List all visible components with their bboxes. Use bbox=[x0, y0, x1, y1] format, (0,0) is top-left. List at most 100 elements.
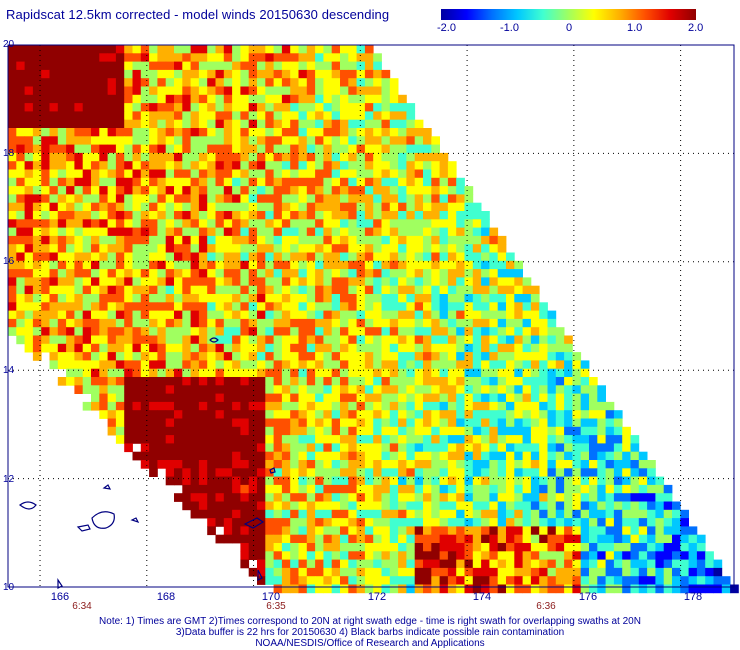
wind-cell bbox=[323, 493, 333, 502]
wind-cell bbox=[115, 410, 125, 419]
wind-cell bbox=[340, 277, 349, 287]
wind-cell bbox=[522, 418, 532, 428]
wind-cell bbox=[41, 45, 50, 54]
wind-cell bbox=[257, 186, 266, 195]
wind-cell bbox=[265, 310, 274, 320]
wind-cell bbox=[381, 285, 391, 295]
wind-cell bbox=[398, 476, 407, 486]
wind-cell bbox=[506, 410, 515, 419]
wind-cell bbox=[547, 518, 557, 527]
wind-cell bbox=[331, 352, 341, 361]
wind-cell bbox=[340, 69, 349, 79]
wind-cell bbox=[414, 186, 424, 195]
wind-cell bbox=[481, 435, 490, 444]
wind-cell bbox=[174, 69, 183, 79]
wind-cell bbox=[124, 285, 133, 295]
wind-cell bbox=[647, 509, 656, 519]
wind-cell bbox=[331, 177, 341, 187]
wind-cell bbox=[257, 94, 266, 104]
wind-cell bbox=[281, 285, 291, 295]
wind-cell bbox=[57, 45, 67, 54]
wind-cell bbox=[157, 435, 167, 444]
wind-cell bbox=[257, 136, 266, 145]
wind-cell bbox=[306, 144, 316, 154]
wind-cell bbox=[331, 202, 341, 212]
wind-cell bbox=[290, 260, 299, 270]
wind-cell bbox=[331, 484, 341, 494]
wind-cell bbox=[306, 451, 316, 461]
wind-cell bbox=[174, 211, 183, 220]
wind-cell bbox=[8, 260, 17, 270]
wind-cell bbox=[306, 211, 316, 220]
wind-cell bbox=[340, 310, 349, 320]
wind-cell bbox=[323, 335, 333, 345]
wind-cell bbox=[198, 103, 208, 112]
wind-cell bbox=[522, 277, 532, 287]
wind-cell bbox=[464, 567, 474, 577]
wind-cell bbox=[398, 401, 407, 411]
wind-cell bbox=[622, 534, 631, 544]
wind-cell bbox=[472, 318, 482, 328]
wind-cell bbox=[672, 526, 681, 536]
wind-cell bbox=[613, 493, 623, 502]
wind-cell bbox=[149, 269, 158, 278]
wind-cell bbox=[348, 385, 357, 394]
wind-cell bbox=[398, 260, 407, 270]
wind-cell bbox=[240, 543, 250, 552]
wind-cell bbox=[66, 260, 75, 270]
wind-cell bbox=[572, 435, 582, 444]
wind-cell bbox=[356, 227, 366, 237]
wind-cell bbox=[41, 335, 50, 345]
wind-cell bbox=[414, 128, 424, 137]
wind-cell bbox=[389, 460, 399, 469]
wind-cell bbox=[356, 128, 366, 137]
lon-label: 172 bbox=[367, 591, 387, 603]
wind-cell bbox=[655, 576, 665, 585]
wind-cell bbox=[215, 161, 225, 170]
wind-cell bbox=[373, 401, 382, 411]
island-outline bbox=[257, 569, 263, 581]
wind-cell bbox=[356, 310, 366, 320]
wind-cell bbox=[32, 177, 42, 187]
wind-cell bbox=[696, 543, 706, 552]
wind-cell bbox=[132, 194, 142, 204]
wind-cell bbox=[66, 202, 75, 212]
wind-cell bbox=[522, 294, 532, 303]
wind-cell bbox=[257, 144, 266, 154]
wind-cell bbox=[331, 360, 341, 370]
wind-cell bbox=[506, 377, 515, 386]
wind-cell bbox=[522, 567, 532, 577]
wind-cell bbox=[464, 526, 474, 536]
wind-cell bbox=[174, 468, 183, 477]
wind-cell bbox=[589, 551, 598, 560]
wind-cell bbox=[115, 352, 125, 361]
wind-cell bbox=[489, 410, 499, 419]
wind-cell bbox=[340, 451, 349, 461]
wind-cell bbox=[315, 227, 324, 237]
wind-cell bbox=[389, 119, 399, 129]
wind-cell bbox=[306, 277, 316, 287]
wind-cell bbox=[240, 177, 250, 187]
wind-cell bbox=[530, 410, 540, 419]
wind-cell bbox=[306, 202, 316, 212]
wind-cell bbox=[564, 343, 573, 353]
wind-cell bbox=[257, 177, 266, 187]
wind-cell bbox=[306, 327, 316, 336]
wind-cell bbox=[539, 518, 548, 527]
wind-cell bbox=[348, 360, 357, 370]
wind-cell bbox=[74, 94, 84, 104]
wind-cell bbox=[447, 318, 457, 328]
wind-cell bbox=[198, 509, 208, 519]
wind-cell bbox=[373, 426, 382, 436]
wind-cell bbox=[157, 360, 167, 370]
wind-cell bbox=[439, 443, 449, 453]
island-outline bbox=[19, 501, 37, 510]
wind-cell bbox=[605, 426, 615, 436]
wind-cell bbox=[215, 194, 225, 204]
wind-cell bbox=[32, 161, 42, 170]
wind-cell bbox=[66, 94, 75, 104]
wind-cell bbox=[547, 576, 557, 585]
wind-cell bbox=[240, 78, 250, 87]
wind-cell bbox=[406, 360, 416, 370]
wind-cell bbox=[107, 343, 117, 353]
